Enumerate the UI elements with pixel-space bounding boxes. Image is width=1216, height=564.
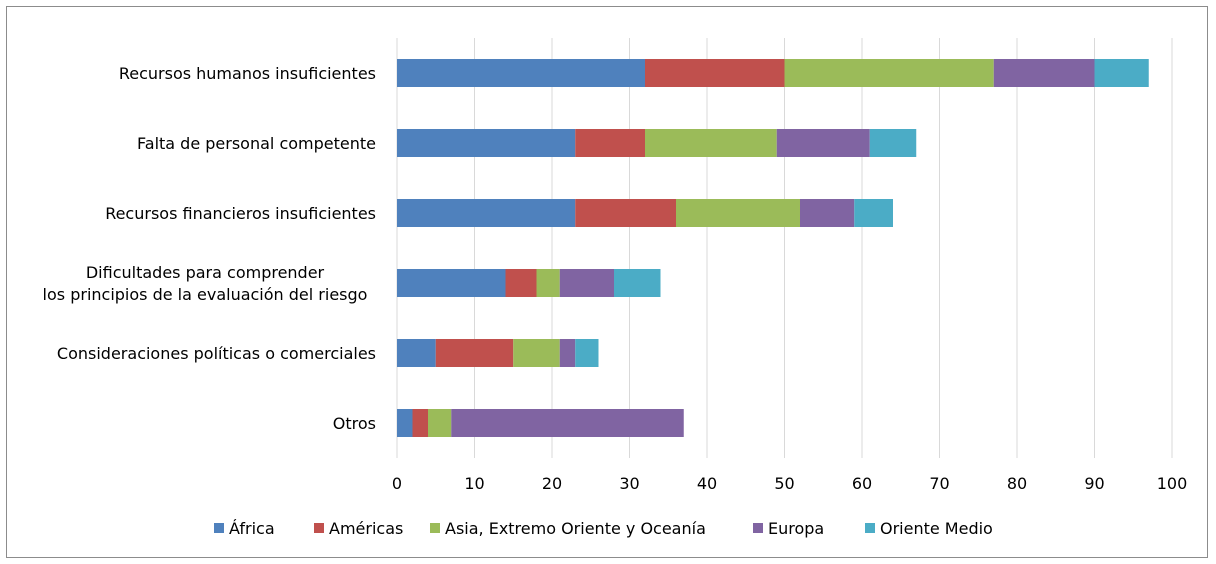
legend-swatch <box>753 523 763 533</box>
bar-segment <box>536 269 560 297</box>
bar-segment <box>397 129 576 157</box>
bar-segment <box>451 409 684 437</box>
gridlines <box>396 38 1173 458</box>
bar-segment <box>854 199 893 227</box>
bar-segment <box>614 269 661 297</box>
x-tick-label: 50 <box>774 474 794 493</box>
legend-label: Américas <box>329 519 403 538</box>
bar-segment <box>397 59 645 87</box>
legend-swatch <box>430 523 440 533</box>
bar-segment <box>1094 59 1149 87</box>
bar-segment <box>397 199 576 227</box>
category-label: Recursos financieros insuficientes <box>105 204 376 223</box>
x-tick-label: 80 <box>1007 474 1027 493</box>
legend-label: Asia, Extremo Oriente y Oceanía <box>445 519 706 538</box>
x-tick-label: 60 <box>852 474 872 493</box>
x-tick-label: 0 <box>392 474 402 493</box>
legend-label: Oriente Medio <box>880 519 993 538</box>
bar-segment <box>869 129 917 157</box>
bar-segment <box>397 339 436 367</box>
bar-segment <box>993 59 1095 87</box>
bar-segment <box>435 339 514 367</box>
x-tick-label: 40 <box>697 474 717 493</box>
bar-segment <box>575 199 676 227</box>
x-tick-label: 70 <box>929 474 949 493</box>
bar-segment <box>800 199 855 227</box>
legend-swatch <box>314 523 324 533</box>
legend: África Américas Asia, Extremo Oriente y Oc… <box>214 519 993 538</box>
category-label: Consideraciones políticas o comerciales <box>57 344 376 363</box>
bar-segment <box>513 339 560 367</box>
bar-segment <box>397 269 506 297</box>
bar-segment <box>559 339 576 367</box>
bar-segment <box>428 409 452 437</box>
x-tick-labels: 0 10 20 30 40 50 60 70 80 90 100 <box>392 474 1187 493</box>
bar-segment <box>676 199 800 227</box>
legend-label: Europa <box>768 519 824 538</box>
bar-segment <box>397 409 413 437</box>
x-tick-label: 30 <box>619 474 639 493</box>
bar-segment <box>559 269 614 297</box>
bar-segment <box>575 339 599 367</box>
bar-segment <box>505 269 537 297</box>
category-label: Falta de personal competente <box>137 134 376 153</box>
legend-swatch <box>865 523 875 533</box>
legend-swatch <box>214 523 224 533</box>
x-tick-label: 20 <box>542 474 562 493</box>
x-tick-label: 10 <box>464 474 484 493</box>
category-label-line: los principios de la evaluación del ries… <box>43 285 368 304</box>
x-tick-label: 90 <box>1084 474 1104 493</box>
category-labels: Recursos humanos insuficientes Falta de p… <box>43 64 376 433</box>
bars <box>397 59 1149 437</box>
bar-segment <box>784 59 994 87</box>
bar-segment <box>776 129 870 157</box>
legend-label: África <box>229 519 275 538</box>
category-label: Recursos humanos insuficientes <box>119 64 376 83</box>
bar-segment <box>412 409 428 437</box>
category-label-line: Dificultades para comprender <box>86 263 325 282</box>
category-label: Dificultades para comprender los principi… <box>43 263 368 304</box>
bar-segment <box>645 59 785 87</box>
x-tick-label: 100 <box>1157 474 1188 493</box>
bar-segment <box>645 129 777 157</box>
category-label: Otros <box>333 414 376 433</box>
bar-segment <box>575 129 645 157</box>
